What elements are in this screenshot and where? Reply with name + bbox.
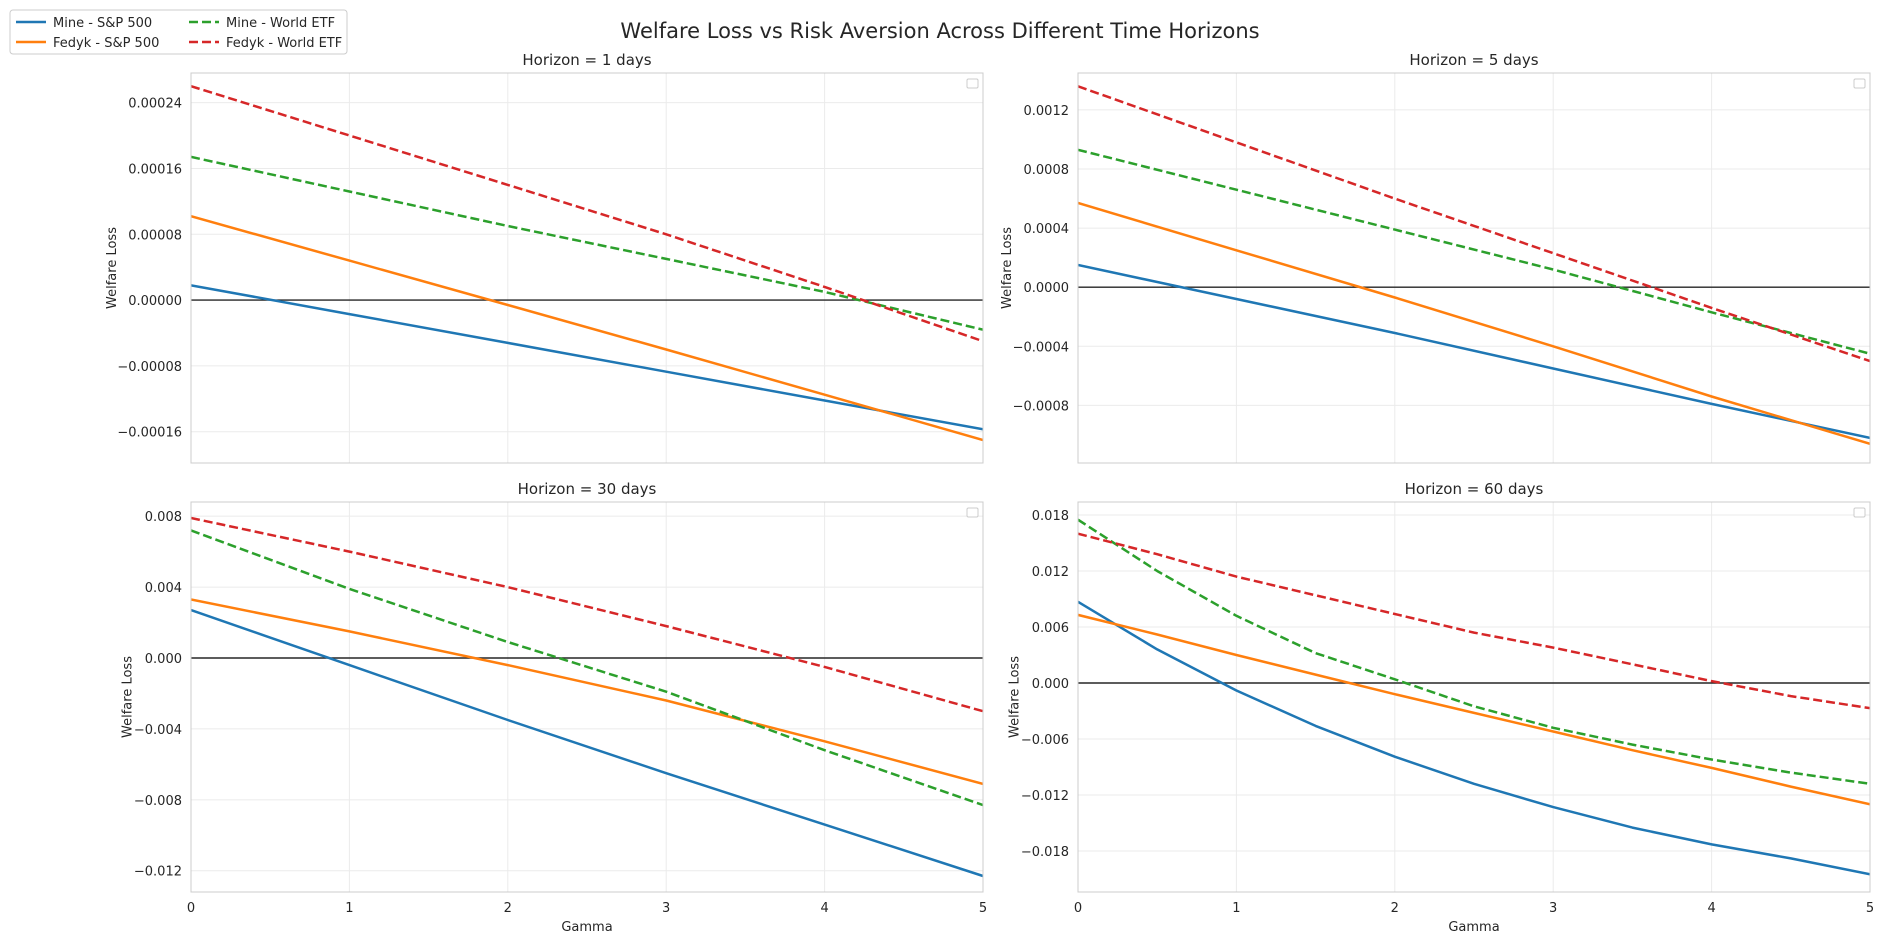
series-line-fedyk-world-etf	[1078, 532, 1870, 710]
x-tick-label: 0	[187, 901, 195, 916]
series-group	[1078, 518, 1870, 876]
series-line-fedyk-s-p-500	[1078, 201, 1870, 445]
x-tick-label: 2	[1391, 901, 1399, 916]
x-tick-label: 1	[345, 901, 353, 916]
y-tick-label: −0.004	[134, 723, 182, 738]
y-tick-label: 0.008	[145, 510, 182, 525]
subplot-3: 0.008 0.004 0.000 −0.004 −0.008 −0.012 0 1 2 3 4 5 H…	[120, 480, 987, 935]
series-line-fedyk-world-etf	[191, 85, 983, 343]
y-tick-label: 0.0000	[1024, 281, 1070, 296]
legend-label-fedyk-sp500: Fedyk - S&P 500	[53, 36, 159, 51]
y-tick-label: −0.0008	[1013, 399, 1069, 414]
plot-area	[191, 73, 983, 463]
series-group	[1078, 85, 1870, 445]
x-tick-label: 1	[1232, 901, 1240, 916]
y-tick-label: −0.012	[1021, 789, 1069, 804]
y-tick-label: 0.018	[1032, 509, 1069, 524]
series-line-mine-world-etf	[1078, 148, 1870, 355]
y-tick-label: −0.018	[1021, 845, 1069, 860]
series-line-fedyk-s-p-500	[191, 214, 983, 442]
x-tick-label: 5	[1866, 901, 1874, 916]
series-group	[191, 85, 983, 442]
x-axis-label: Gamma	[1448, 920, 1499, 935]
legend-label-fedyk-world-etf: Fedyk - World ETF	[226, 36, 342, 51]
plot-frame	[190, 501, 984, 893]
x-tick-label: 0	[1074, 901, 1082, 916]
series-line-mine-s-p-500	[1078, 600, 1870, 876]
y-tick-label: 0.00016	[128, 162, 182, 177]
y-tick-label: 0.00000	[128, 294, 182, 309]
legend-frame	[9, 9, 348, 55]
empty-legend-box	[1853, 507, 1866, 518]
series-line-mine-s-p-500	[1078, 263, 1870, 440]
x-tick-label: 5	[979, 901, 987, 916]
y-tick-label: −0.012	[134, 865, 182, 880]
plot-area	[191, 502, 983, 892]
plot-frame	[1077, 501, 1871, 893]
series-line-fedyk-world-etf	[1078, 85, 1870, 363]
y-tick-label: 0.0008	[1024, 163, 1070, 178]
x-tick-label: 3	[662, 901, 670, 916]
y-tick-label: 0.004	[145, 581, 182, 596]
subplot-title: Horizon = 60 days	[1405, 480, 1544, 498]
y-tick-label: −0.00008	[117, 360, 182, 375]
x-tick-label: 4	[820, 901, 828, 916]
x-tick-label: 4	[1707, 901, 1715, 916]
legend: Mine - S&P 500 Fedyk - S&P 500 Mine - Wo…	[9, 9, 348, 55]
subplots: 0.000240.000160.000080.00000−0.00008−0.0…	[105, 51, 1874, 935]
y-axis-label: Welfare Loss	[1007, 656, 1022, 738]
series-line-fedyk-world-etf	[191, 516, 983, 713]
plot-area	[1078, 502, 1870, 892]
subplot-title: Horizon = 1 days	[522, 51, 651, 69]
subplot-title: Horizon = 30 days	[518, 480, 657, 498]
y-axis-label: Welfare Loss	[105, 227, 120, 309]
series-line-mine-s-p-500	[191, 608, 983, 878]
empty-legend-box	[1853, 78, 1866, 89]
series-line-mine-s-p-500	[191, 284, 983, 431]
y-tick-label: −0.00016	[117, 426, 182, 441]
series-line-mine-world-etf	[1078, 518, 1870, 786]
y-tick-label: 0.00008	[128, 228, 182, 243]
y-tick-label: 0.006	[1032, 621, 1069, 636]
y-axis-label: Welfare Loss	[1000, 227, 1015, 309]
subplot-4: 0.018 0.012 0.006 0.000 −0.006 −0.012 −0.018 0 1…	[1007, 480, 1874, 935]
y-tick-label: 0.012	[1032, 565, 1069, 580]
y-tick-label: 0.0004	[1024, 222, 1070, 237]
series-line-fedyk-s-p-500	[191, 598, 983, 786]
y-tick-label: 0.00024	[128, 97, 182, 112]
plot-area	[1078, 73, 1870, 463]
series-line-mine-world-etf	[191, 155, 983, 331]
legend-label-mine-world-etf: Mine - World ETF	[226, 16, 335, 31]
x-axis-label: Gamma	[561, 920, 612, 935]
series-line-mine-world-etf	[191, 529, 983, 807]
subplot-title: Horizon = 5 days	[1409, 51, 1538, 69]
x-tick-label: 3	[1549, 901, 1557, 916]
y-axis-label: Welfare Loss	[120, 656, 135, 738]
subplot-1: 0.00024 0.00016 0.00008 0.00000 −0.00008 −0.0…	[105, 51, 984, 464]
empty-legend-box	[966, 78, 979, 89]
y-tick-label: 0.000	[145, 652, 182, 667]
y-tick-label: −0.008	[134, 794, 182, 809]
series-line-fedyk-s-p-500	[1078, 613, 1870, 806]
plot-frame	[190, 72, 984, 464]
y-tick-label: 0.000	[1032, 677, 1069, 692]
empty-legend-box	[966, 507, 979, 518]
series-group	[191, 516, 983, 878]
x-tick-label: 2	[504, 901, 512, 916]
plot-frame	[1077, 72, 1871, 464]
legend-label-mine-sp500: Mine - S&P 500	[53, 16, 152, 31]
y-tick-label: 0.0012	[1024, 104, 1070, 119]
y-tick-label: −0.006	[1021, 733, 1069, 748]
subplot-2: 0.0012 0.0008 0.0004 0.0000 −0.0004 −0.0008 Ho…	[1000, 51, 1871, 464]
y-tick-label: −0.0004	[1013, 340, 1069, 355]
figure-title: Welfare Loss vs Risk Aversion Across Dif…	[620, 19, 1259, 43]
